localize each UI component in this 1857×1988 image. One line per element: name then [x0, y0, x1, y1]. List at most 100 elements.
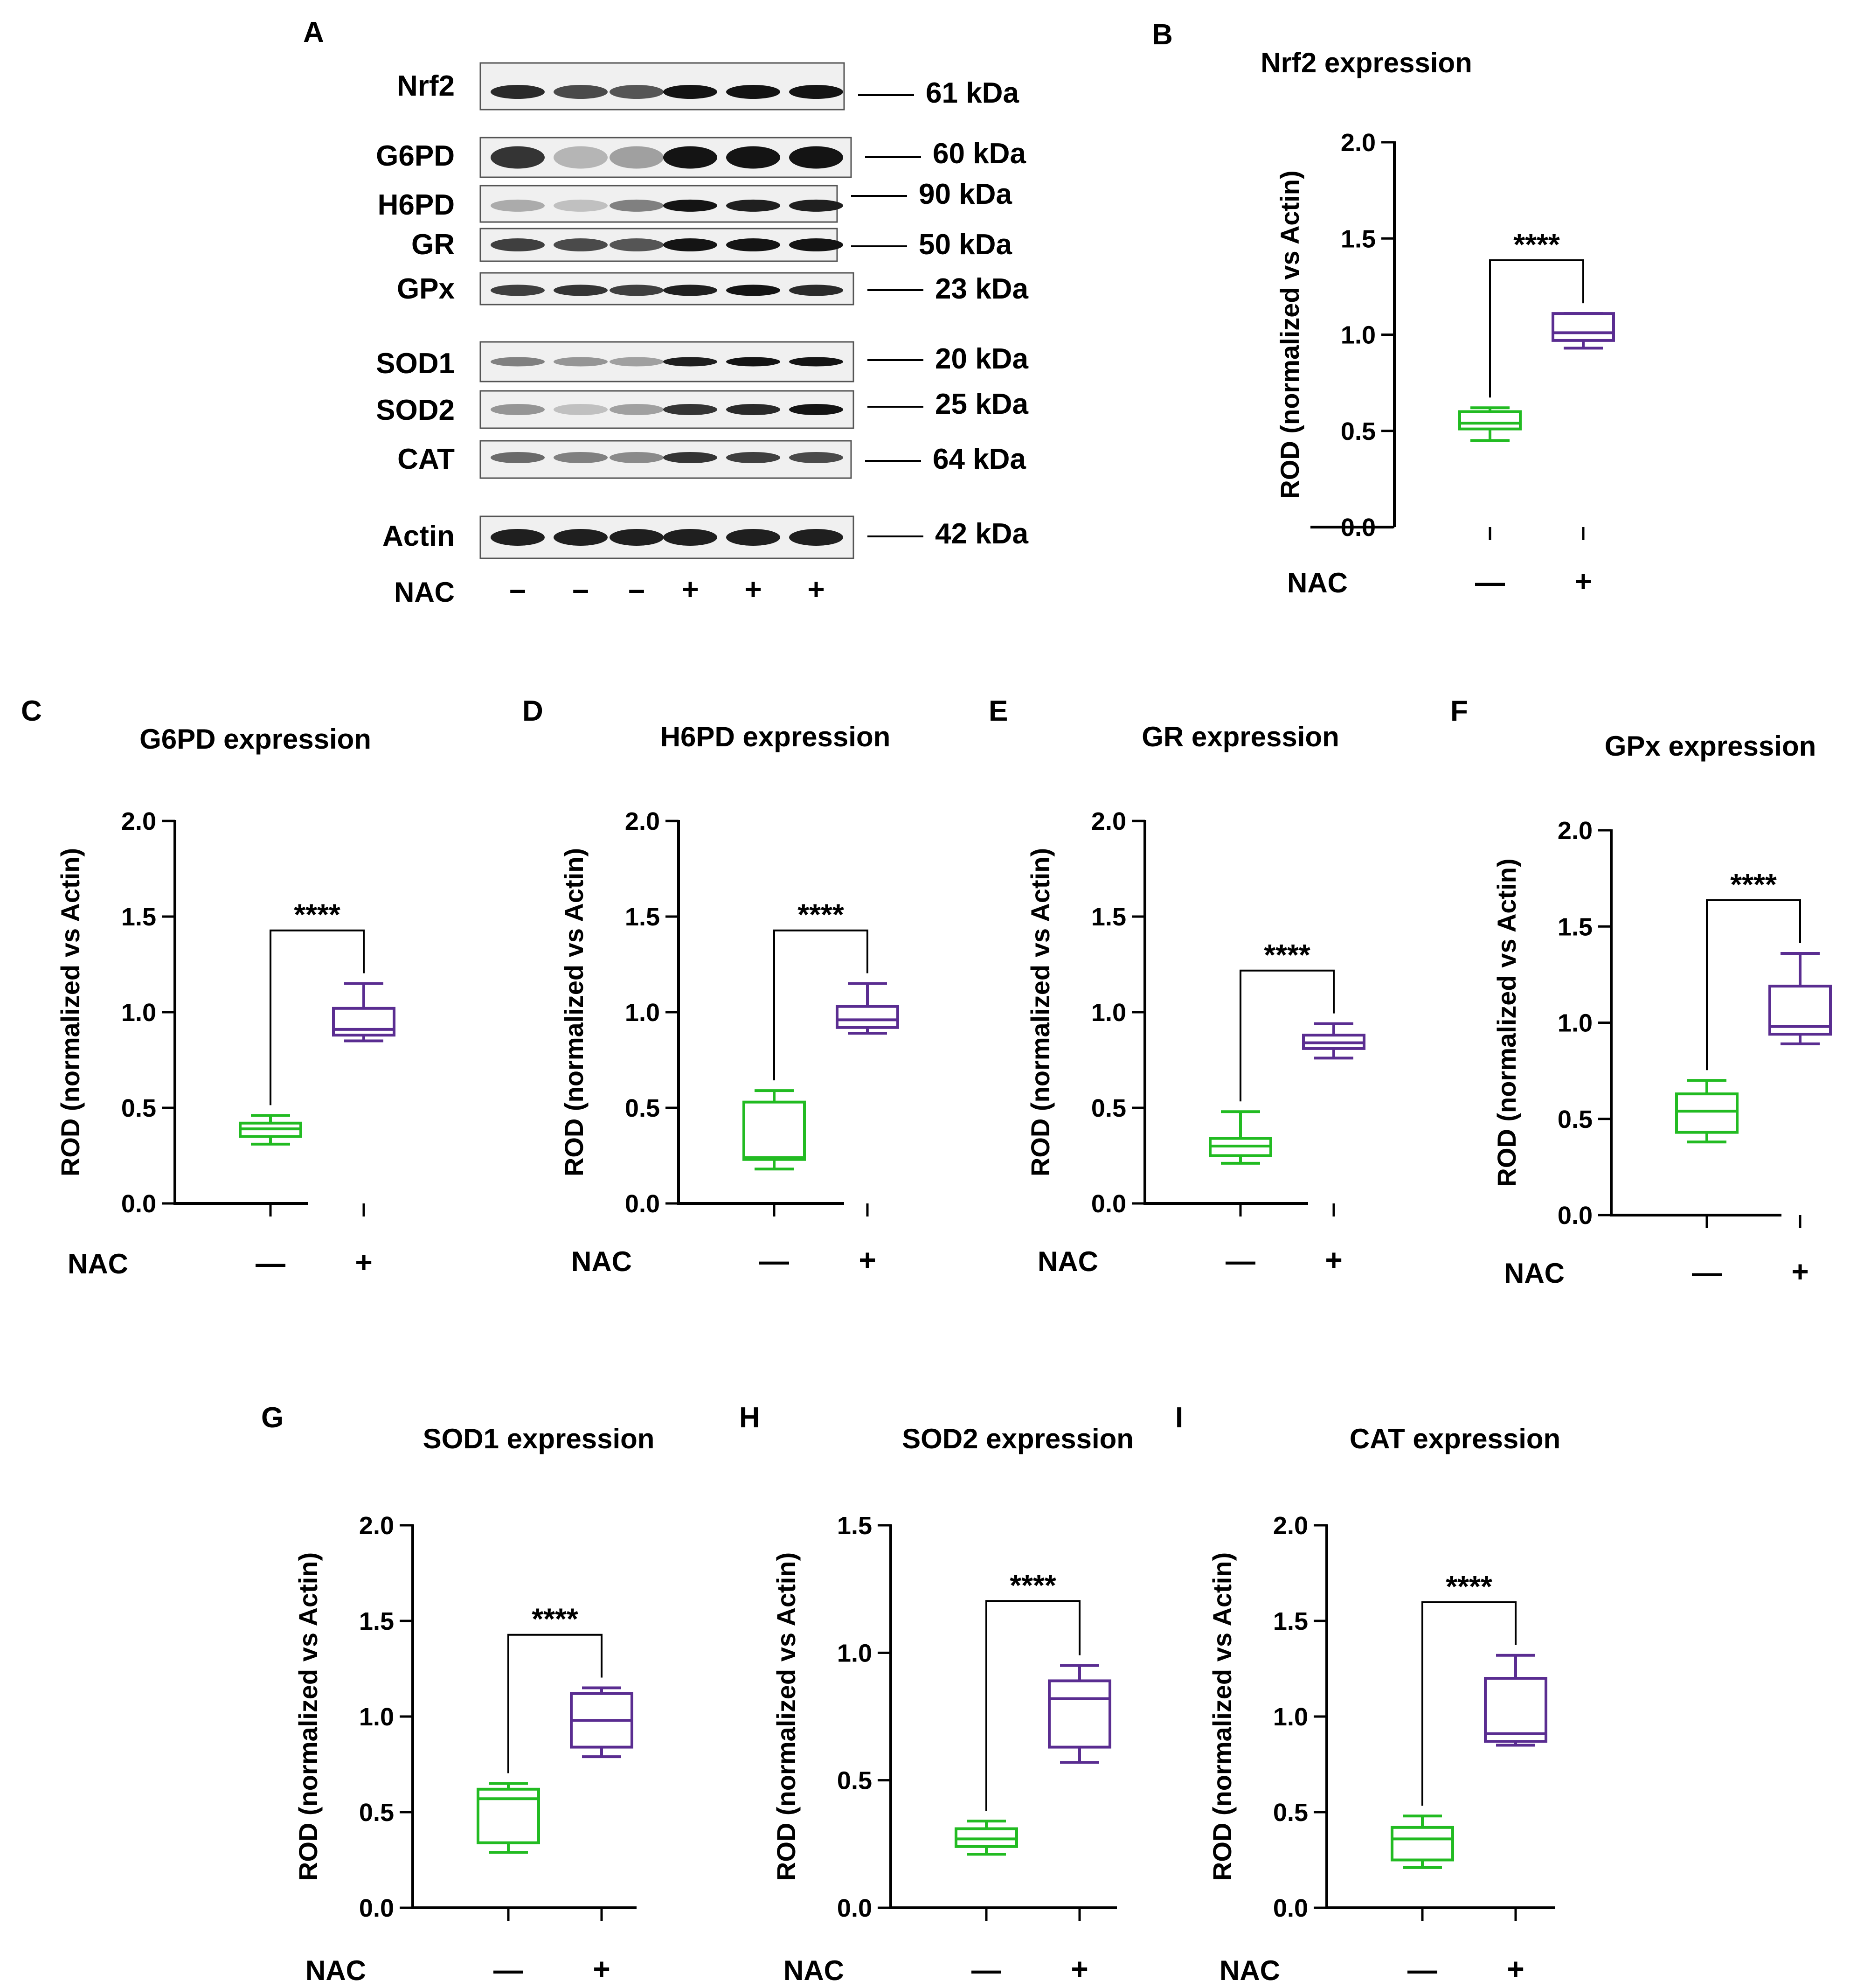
category-label: — — [971, 1953, 1001, 1987]
band-lane-2 — [554, 404, 608, 415]
chart-c: C G6PD expression 0.0 0.5 1.0 1.5 2.0 ROD (norm… — [21, 695, 395, 1280]
y-tick-label: 2.0 — [1341, 129, 1376, 157]
x-axis-label: NAC — [1504, 1258, 1565, 1289]
y-tick-label: 2.0 — [1273, 1512, 1308, 1540]
panel-letter-a: A — [303, 16, 324, 49]
significance-label: **** — [1513, 228, 1560, 261]
y-tick-label: 0.5 — [1558, 1105, 1593, 1133]
kda-label: 42 kDa — [935, 518, 1028, 550]
box-plot-nac — [836, 982, 899, 1035]
band-lane-2 — [554, 452, 608, 463]
band-lane-4 — [663, 146, 717, 169]
y-tick-label: 1.0 — [1273, 1703, 1308, 1731]
blot-strip — [479, 62, 845, 111]
x-axis-label: NAC — [1038, 1246, 1098, 1277]
box-iqr — [742, 1100, 806, 1161]
y-tick-label: 2.0 — [121, 807, 156, 835]
y-tick-label: 0.5 — [1341, 417, 1376, 445]
box-iqr — [1484, 1677, 1547, 1743]
significance-bracket — [507, 1633, 603, 1773]
blot-row-gr: GR 50 kDa — [411, 228, 1012, 262]
band-label: SOD1 — [376, 348, 455, 380]
category-label: + — [355, 1245, 372, 1279]
y-tick-label: 1.5 — [1091, 903, 1126, 931]
box-plot-control — [742, 1089, 806, 1171]
y-tick-label: 1.0 — [837, 1639, 872, 1667]
band-lane-6 — [789, 529, 843, 546]
panel-letter: E — [989, 695, 1008, 727]
y-axis-label: ROD (normalized vs Actin) — [1026, 848, 1055, 1176]
chart-title: GR expression — [1142, 721, 1339, 752]
y-tick-label: 0.5 — [1091, 1094, 1126, 1122]
box-iqr — [1675, 1092, 1739, 1134]
y-tick-label: 1.0 — [1558, 1009, 1593, 1037]
lane-sign-2: – — [572, 572, 589, 606]
band-lane-3 — [610, 404, 664, 415]
band-lane-1 — [491, 85, 545, 99]
band-lane-3 — [610, 146, 664, 169]
y-tick-label: 0.0 — [1558, 1202, 1593, 1230]
category-label: + — [1325, 1243, 1342, 1277]
y-axis-label: ROD (normalized vs Actin) — [1275, 170, 1304, 499]
category-label: + — [1791, 1255, 1808, 1288]
box-plot-nac — [332, 982, 395, 1043]
significance-label: **** — [797, 898, 844, 931]
y-tick-label: 1.0 — [121, 999, 156, 1027]
band-lane-5 — [726, 357, 780, 367]
kda-label: 61 kDa — [926, 77, 1019, 109]
y-axis-label: ROD (normalized vs Actin) — [55, 848, 85, 1176]
y-tick-label: 0.5 — [121, 1094, 156, 1122]
band-lane-2 — [554, 285, 608, 296]
band-lane-3 — [610, 357, 664, 367]
kda-label: 90 kDa — [919, 178, 1012, 210]
band-lane-1 — [491, 238, 545, 251]
y-tick-label: 2.0 — [1558, 817, 1593, 845]
significance-label: **** — [532, 1602, 578, 1636]
band-lane-4 — [663, 357, 717, 367]
category-label: + — [1071, 1952, 1088, 1986]
kda-label: 20 kDa — [935, 343, 1028, 375]
box-plot-nac — [1768, 952, 1832, 1045]
panel-letter: B — [1152, 19, 1173, 51]
y-tick-label: 0.0 — [837, 1894, 872, 1922]
kda-label: 23 kDa — [935, 273, 1028, 305]
band-lane-3 — [610, 452, 664, 463]
y-axis-label: ROD (normalized vs Actin) — [293, 1552, 323, 1881]
y-axis-label: ROD (normalized vs Actin) — [771, 1552, 801, 1881]
band-lane-1 — [491, 529, 545, 546]
chart-i: I CAT expression 0.0 0.5 1.0 1.5 2.0 ROD (norma… — [1175, 1402, 1560, 1987]
band-lane-4 — [663, 285, 717, 296]
x-axis-label: NAC — [68, 1248, 128, 1279]
panel-letter: I — [1175, 1402, 1183, 1434]
category-label: — — [1692, 1256, 1722, 1289]
blot-row-gpx: GPx 23 kDa — [397, 272, 1028, 306]
y-tick-label: 0.0 — [1341, 514, 1376, 542]
significance-bracket — [985, 1600, 1081, 1811]
category-label: — — [1226, 1244, 1255, 1278]
box-plot-control — [1675, 1079, 1739, 1144]
box-iqr — [477, 1787, 540, 1844]
y-tick-label: 1.0 — [359, 1703, 394, 1731]
band-lane-3 — [610, 285, 664, 296]
chart-f: F GPx expression 0.0 0.5 1.0 1.5 2.0 ROD (norma… — [1450, 695, 1832, 1289]
blot-row-g6pd: G6PD 60 kDa — [376, 137, 1026, 178]
band-lane-6 — [789, 146, 843, 169]
category-label: — — [1407, 1953, 1437, 1987]
y-tick-label: 0.5 — [625, 1094, 660, 1122]
band-lane-6 — [789, 199, 843, 212]
significance-label: **** — [1730, 868, 1777, 901]
y-tick-label: 1.5 — [1341, 225, 1376, 253]
y-tick-label: 1.5 — [1558, 913, 1593, 941]
significance-bracket — [773, 929, 868, 1081]
box-plot-nac — [1302, 1022, 1365, 1060]
band-label: GPx — [397, 273, 455, 305]
y-tick-label: 1.5 — [1273, 1607, 1308, 1635]
band-lane-1 — [491, 357, 545, 367]
band-lane-5 — [726, 404, 780, 415]
x-axis-label: NAC — [783, 1955, 844, 1986]
band-lane-2 — [554, 85, 608, 99]
band-lane-3 — [610, 199, 664, 212]
category-label: + — [1574, 564, 1592, 598]
band-lane-5 — [726, 285, 780, 296]
